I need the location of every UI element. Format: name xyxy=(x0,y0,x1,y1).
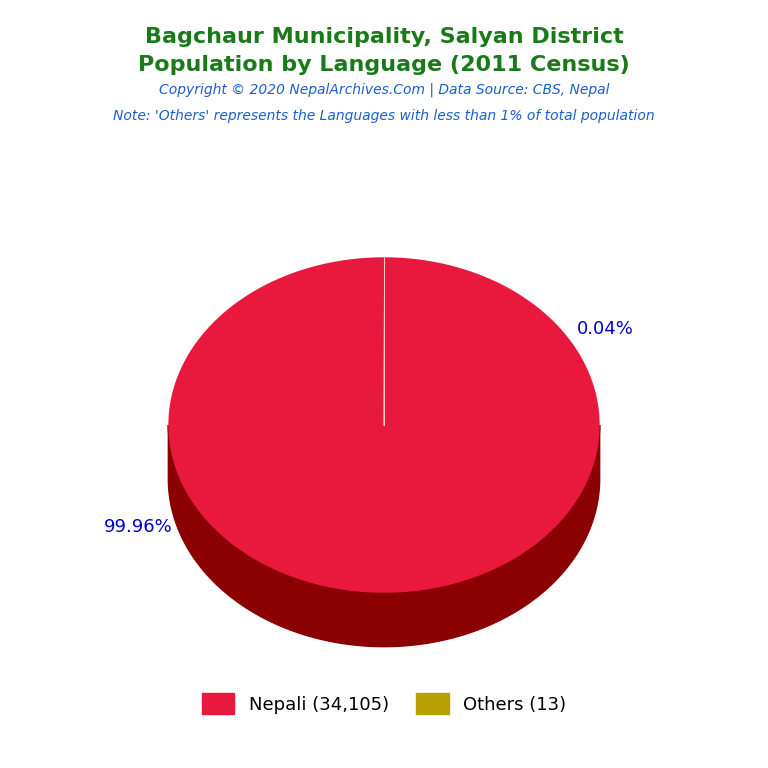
Text: Note: 'Others' represents the Languages with less than 1% of total population: Note: 'Others' represents the Languages … xyxy=(113,109,655,123)
Text: Bagchaur Municipality, Salyan District: Bagchaur Municipality, Salyan District xyxy=(144,27,624,47)
Polygon shape xyxy=(168,257,600,593)
Text: 0.04%: 0.04% xyxy=(578,320,634,338)
Polygon shape xyxy=(168,425,600,647)
Legend: Nepali (34,105), Others (13): Nepali (34,105), Others (13) xyxy=(194,686,574,721)
Text: Population by Language (2011 Census): Population by Language (2011 Census) xyxy=(138,55,630,75)
Text: 99.96%: 99.96% xyxy=(104,518,173,536)
Text: Copyright © 2020 NepalArchives.Com | Data Source: CBS, Nepal: Copyright © 2020 NepalArchives.Com | Dat… xyxy=(159,83,609,98)
